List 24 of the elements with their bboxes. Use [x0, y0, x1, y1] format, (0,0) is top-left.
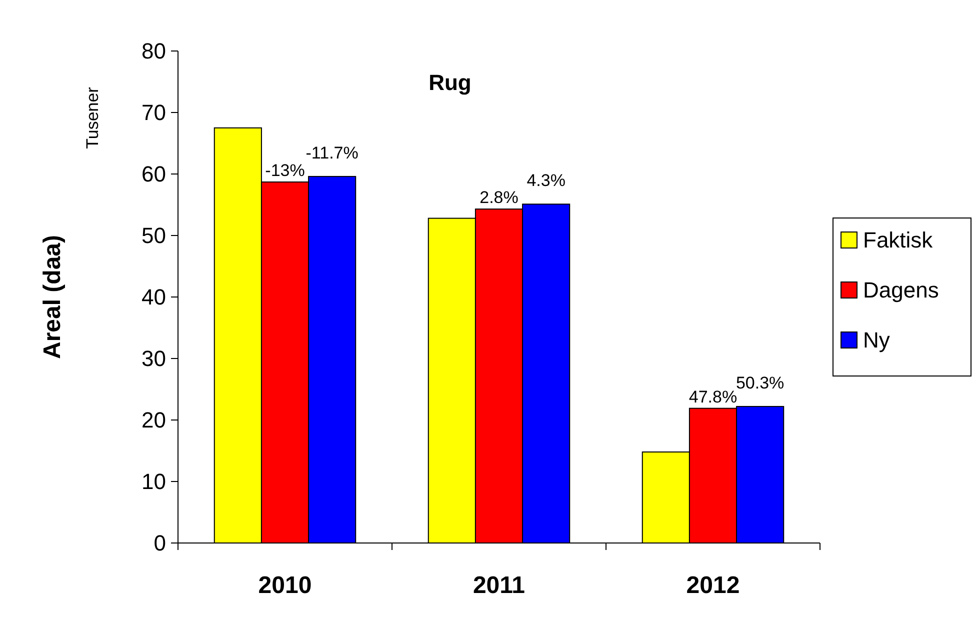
annotation: 50.3%: [736, 373, 784, 392]
legend-label: Faktisk: [863, 228, 934, 253]
y-tick-label: 30: [142, 346, 166, 372]
annotation: 4.3%: [526, 171, 566, 190]
y-tick-label: 50: [142, 223, 166, 248]
annotation: 47.8%: [688, 387, 738, 406]
x-tick-label: 2011: [472, 572, 526, 599]
y-tick-label: 60: [142, 162, 166, 187]
annotation: -13%: [265, 160, 305, 180]
x-tick-label: 2012: [686, 572, 740, 599]
annotation: 2.8%: [480, 188, 518, 208]
y-axis-title: Areal (daa): [39, 234, 66, 360]
y-tick-label: 10: [142, 469, 166, 494]
y-tick-label: 80: [142, 38, 166, 64]
y-tick-label: 0: [154, 530, 166, 556]
text: Tusener: [83, 86, 102, 149]
legend-label: Ny: [863, 328, 890, 353]
x-tick-label: 2010: [258, 572, 312, 599]
y-tick-label: 40: [142, 284, 166, 310]
legend-label: Dagens: [863, 278, 939, 303]
annotation: -11.7%: [306, 143, 358, 162]
y-tick-label: 20: [142, 408, 166, 433]
text: Rug: [428, 70, 472, 95]
y-tick-label: 70: [142, 100, 166, 126]
